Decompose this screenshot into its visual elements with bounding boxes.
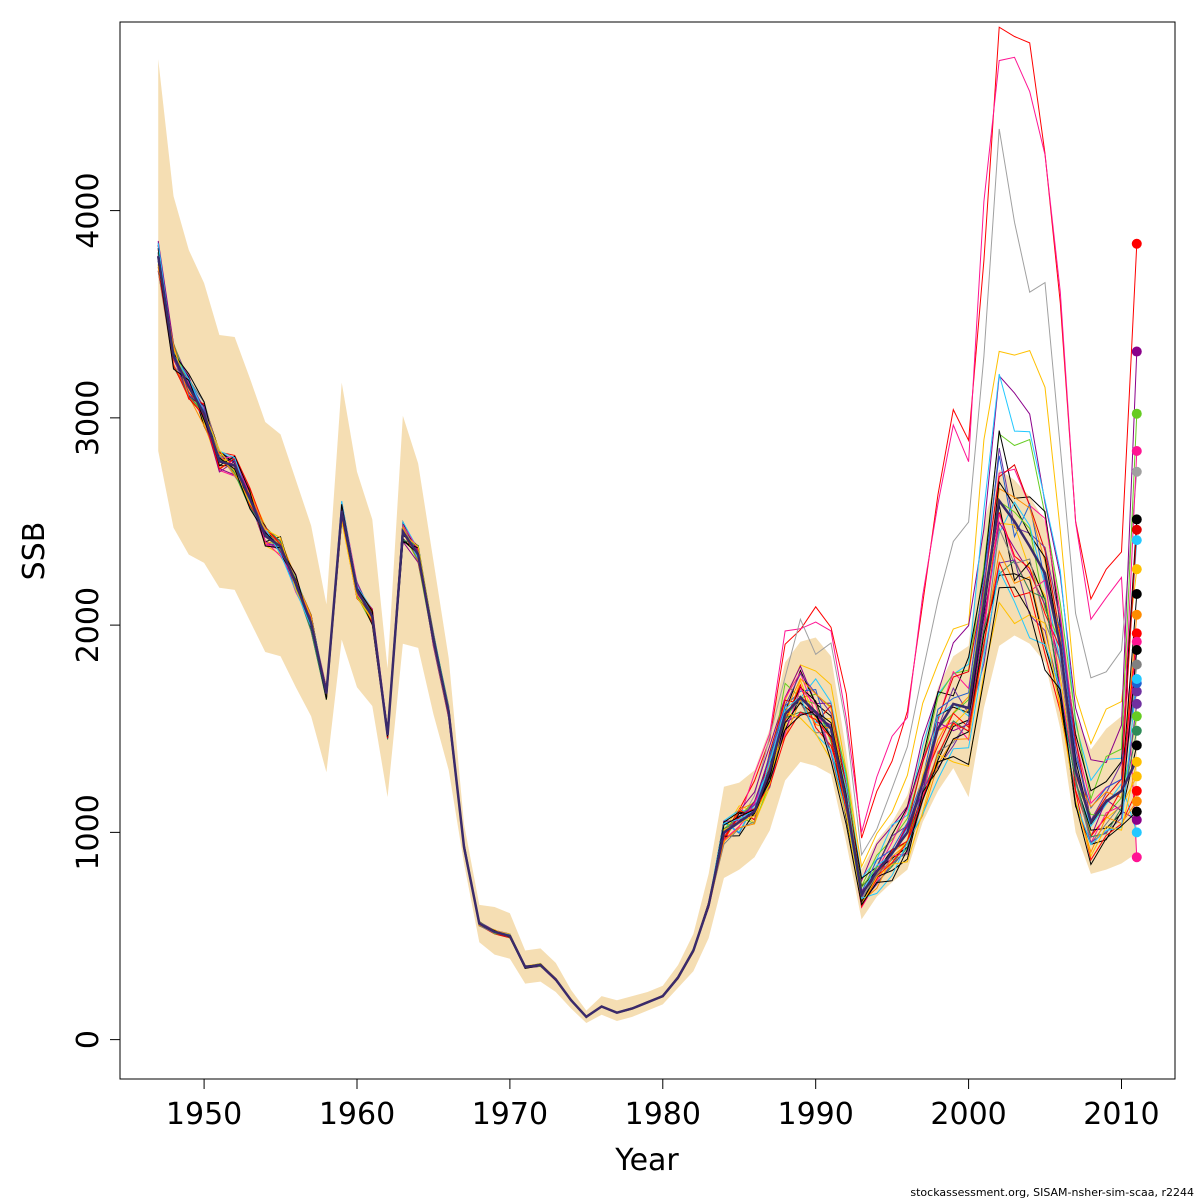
x-axis: 1950 1960 1970 1980 1990 2000 2010 [166,1078,1160,1132]
y-tick-label: 3000 [71,380,106,456]
x-tick-label: 1980 [625,1097,701,1132]
footer-credit: stockassessment.org, SISAM-nsher-sim-sca… [910,1186,1194,1199]
final-year-points-layer [1131,238,1142,863]
final-point-30 [1131,806,1142,817]
x-tick-label: 1950 [166,1097,242,1132]
final-point-18 [1131,814,1142,825]
x-tick-label: 2010 [1083,1097,1159,1132]
final-point-17 [1131,771,1142,782]
final-point-7 [1131,408,1142,419]
x-axis-title: Year [614,1143,679,1178]
y-tick-label: 4000 [71,172,106,248]
final-point-27 [1131,785,1142,796]
final-point-15 [1131,827,1142,838]
x-tick-label: 2000 [930,1097,1006,1132]
central-estimate-layer [156,256,1138,1019]
y-tick-label: 2000 [71,587,106,663]
final-point-21 [1131,636,1142,647]
final-point-28 [1131,673,1142,684]
y-tick-label: 0 [71,1030,106,1049]
y-tick-label: 1000 [71,794,106,870]
final-point-5 [1131,346,1142,357]
final-point-1 [1131,238,1142,249]
final-point-6 [1131,535,1142,546]
final-point-29 [1131,756,1142,767]
final-point-16 [1131,711,1142,722]
final-point-14 [1131,589,1142,600]
final-point-22 [1131,659,1142,670]
final-point-9 [1131,446,1142,457]
final-point-25 [1131,796,1142,807]
final-point-20 [1131,740,1142,751]
central-estimate-line [156,256,1138,1019]
x-tick-label: 1960 [319,1097,395,1132]
y-axis-title: SSB [17,522,52,581]
x-tick-label: 1970 [472,1097,548,1132]
confidence-band [158,59,1137,1024]
final-point-8 [1131,514,1142,525]
final-point-4 [1131,564,1142,575]
confidence-band-layer [158,59,1137,1024]
final-point-26 [1131,644,1142,655]
final-point-13 [1131,609,1142,620]
final-point-23 [1131,725,1142,736]
final-point-3 [1131,466,1142,477]
final-point-2 [1131,852,1142,863]
final-point-10 [1131,524,1142,535]
final-point-19 [1131,628,1142,639]
final-point-11 [1131,686,1142,697]
final-point-24 [1131,698,1142,709]
x-tick-label: 1990 [778,1097,854,1132]
y-axis: 0 1000 2000 3000 4000 [71,172,121,1049]
